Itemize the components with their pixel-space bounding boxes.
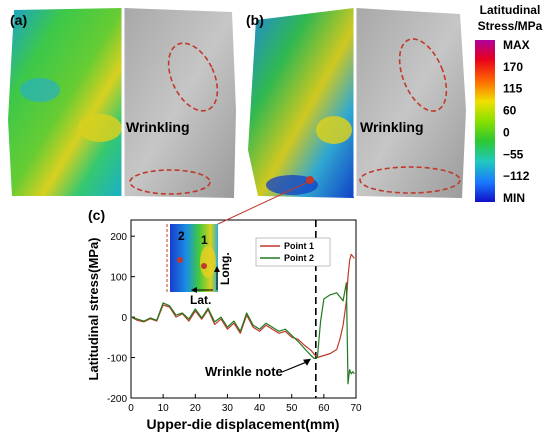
panel-c: (c) 0 10 20 30 40 50 60 70 -200 -100 0 100 200 Upper… <box>86 180 362 432</box>
panel-b-hotspot <box>316 116 352 144</box>
panel-a-photo <box>124 8 236 198</box>
colorbar-tick-label: MIN <box>503 191 525 205</box>
inset-point-2-label: 2 <box>178 229 185 243</box>
legend-label-point-1: Point 1 <box>284 241 314 251</box>
colorbar-title-line2: Stress/MPa <box>478 19 543 33</box>
wrinkle-note-annotation: Wrinkle note <box>205 364 283 379</box>
panel-b-wrinkling-label: Wrinkling <box>360 119 424 135</box>
inset-long-arrowhead <box>214 266 220 272</box>
colorbar-tick-labels: MAX 170 115 60 0 −55 −112 MIN <box>503 38 530 205</box>
y-tick-label: -100 <box>107 354 127 365</box>
panel-b-coolspot <box>266 175 318 195</box>
colorbar-tick-label: MAX <box>503 38 530 52</box>
wrinkle-note-arrowhead <box>303 358 311 366</box>
panel-a-label: (a) <box>10 12 27 28</box>
x-tick-label: 40 <box>254 403 266 414</box>
panel-a-hotspot <box>78 114 122 142</box>
colorbar-tick-label: 0 <box>503 125 510 139</box>
inset-long-label: Long. <box>218 252 232 285</box>
inset-map: 2 1 Long. Lat. <box>166 224 232 307</box>
panel-b-wrinkle-ellipse-bottom <box>359 166 461 194</box>
y-tick-label: 0 <box>121 313 127 324</box>
colorbar-tick-label: 60 <box>503 104 517 118</box>
inset-point-2-marker <box>177 257 183 263</box>
chart-axes: 0 10 20 30 40 50 60 70 -200 -100 0 100 200 <box>107 220 362 414</box>
panel-b-photo <box>356 8 466 198</box>
inset-map-hotspot <box>200 246 216 278</box>
panel-c-label: (c) <box>88 207 105 223</box>
panel-b: (b) Wrinkling <box>246 8 466 198</box>
series-line-point-2 <box>130 282 355 385</box>
x-axis-label: Upper-die displacement(mm) <box>147 416 340 432</box>
x-tick-label: 10 <box>158 403 170 414</box>
panel-a-wrinkle-ellipse-bottom <box>129 169 211 195</box>
x-tick-label: 0 <box>128 403 134 414</box>
inset-connector-line <box>217 180 311 225</box>
x-tick-label: 50 <box>286 403 298 414</box>
chart-series <box>130 253 355 385</box>
inset-lat-label: Lat. <box>190 293 211 307</box>
y-axis-label: Latitudinal stress(MPa) <box>86 237 101 380</box>
wrinkle-note-arrow <box>281 361 308 373</box>
panel-a-contour <box>8 8 122 196</box>
colorbar: Latitudinal Stress/MPa MAX 170 115 60 0 −55 −1… <box>475 3 543 205</box>
panel-b-label: (b) <box>246 12 264 28</box>
legend-label-point-2: Point 2 <box>284 253 314 263</box>
y-tick-label: -200 <box>107 394 127 405</box>
colorbar-bar <box>475 40 495 202</box>
legend-frame <box>255 237 331 267</box>
panel-b-contour <box>248 8 354 198</box>
x-tick-label: 60 <box>318 403 330 414</box>
colorbar-title-line1: Latitudinal <box>480 3 541 17</box>
series-line-point-1 <box>130 253 355 359</box>
legend: Point 1 Point 2 <box>255 237 331 267</box>
colorbar-tick-label: −112 <box>503 169 530 183</box>
plot-area-frame <box>130 219 357 399</box>
x-tick-label: 20 <box>190 403 202 414</box>
panel-a: (a) Wrinkling <box>8 8 236 198</box>
inset-point-1-label: 1 <box>201 233 208 247</box>
y-tick-label: 100 <box>110 273 127 284</box>
x-tick-label: 30 <box>222 403 234 414</box>
panel-a-wrinkling-label: Wrinkling <box>126 119 190 135</box>
inset-point-1-marker <box>201 263 207 269</box>
inset-lat-arrowhead <box>191 287 197 293</box>
panel-a-coolspot <box>20 78 60 102</box>
panel-a-wrinkle-ellipse-top <box>167 42 219 112</box>
colorbar-tick-label: −55 <box>503 147 524 161</box>
panel-b-wrinkle-ellipse-top <box>398 38 448 112</box>
y-tick-label: 200 <box>110 232 127 243</box>
colorbar-tick-label: 170 <box>503 60 523 74</box>
x-tick-label: 70 <box>350 403 362 414</box>
colorbar-tick-label: 115 <box>503 82 523 96</box>
